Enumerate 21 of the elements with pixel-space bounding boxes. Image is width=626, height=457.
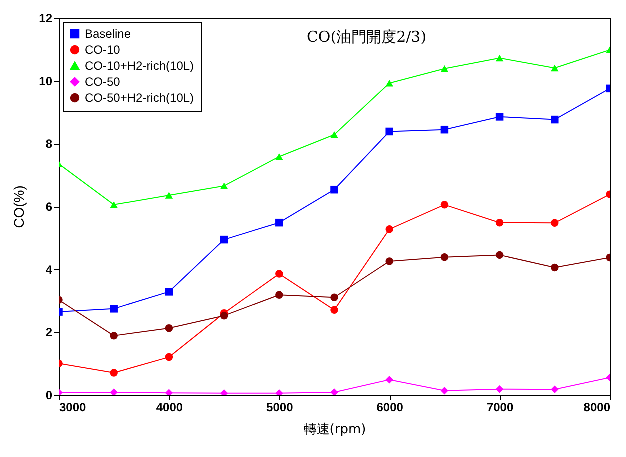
legend-label: CO-10 (85, 43, 121, 57)
legend-label: Baseline (85, 27, 132, 41)
legend-label: CO-50+H2-rich(10L) (85, 91, 194, 105)
y-tick-label: 6 (46, 200, 53, 214)
y-tick-label: 0 (46, 388, 53, 402)
x-tick-label: 7000 (486, 400, 514, 414)
y-tick-label: 4 (46, 262, 53, 277)
y-tick-label: 10 (39, 74, 53, 88)
x-tick-label: 8000 (584, 400, 611, 414)
y-tick-label: 2 (46, 326, 53, 340)
x-tick-label: 6000 (376, 400, 404, 414)
y-tick-label: 12 (39, 12, 53, 26)
y-axis-title: CO(%) (11, 186, 28, 228)
legend-label: CO-10+H2-rich(10L) (85, 59, 194, 73)
x-tick-label: 5000 (266, 400, 294, 414)
x-tick-label: 3000 (60, 400, 87, 414)
x-tick-label: 4000 (156, 400, 184, 414)
y-tick-label: 8 (46, 137, 53, 152)
annotation: CO(油門開度2/3) (306, 28, 427, 46)
x-axis-title: 轉速(rpm) (304, 422, 366, 438)
legend-label: CO-50 (85, 75, 121, 89)
